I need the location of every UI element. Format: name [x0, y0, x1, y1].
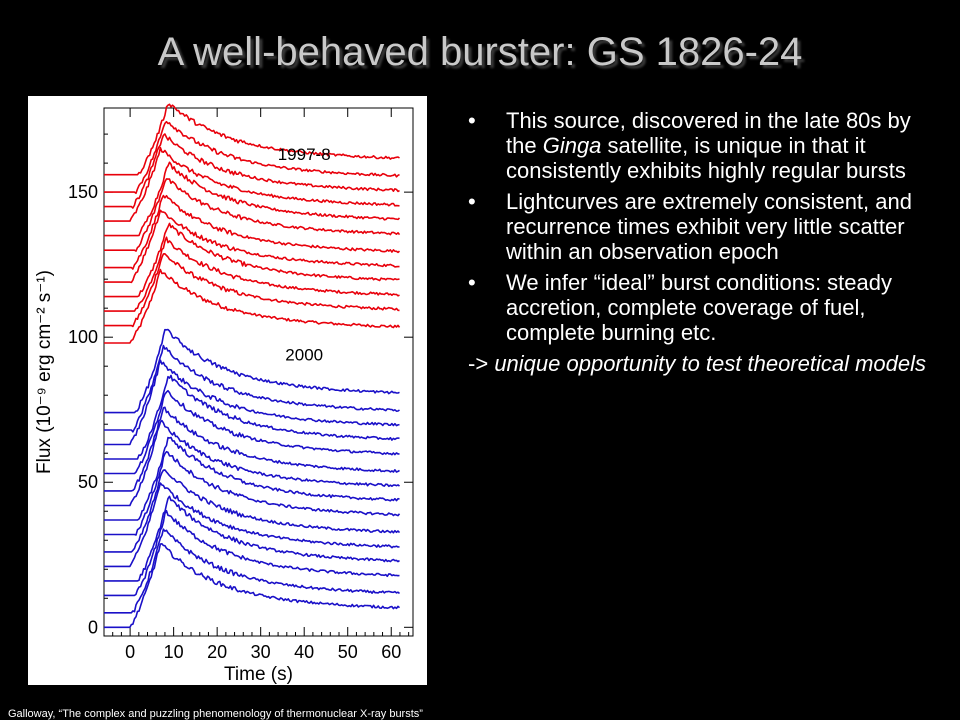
x-tick-label: 40 [294, 642, 314, 662]
lightcurve-line [104, 528, 401, 614]
x-tick-label: 30 [251, 642, 271, 662]
lightcurve-line [104, 194, 401, 270]
y-tick-label: 150 [68, 182, 98, 202]
y-tick-label: 0 [88, 617, 98, 637]
lightcurve-line [104, 328, 400, 414]
lightcurve-line [104, 209, 400, 284]
epoch-label: 2000 [285, 345, 323, 364]
lightcurve-chart: 0 10 20 30 40 50 60 0 50 100 150 Time (s) Flux (10⁻⁹… [28, 96, 427, 685]
x-axis-label: Time (s) [224, 664, 293, 685]
bullet-text-italic: Ginga [542, 133, 602, 158]
bullet-text-part: This source, discovered in the late 80s … [506, 108, 911, 158]
lightcurve-line [104, 268, 401, 344]
bullet-list: • This source, discovered in the late 80… [468, 108, 938, 376]
y-axis-label: Flux (10⁻⁹ erg cm⁻² s⁻¹) [34, 270, 55, 474]
conclusion-arrow: -> [468, 351, 489, 376]
bullet-text-part: We infer “ideal” burst conditions: stead… [506, 270, 892, 345]
slide-title: A well-behaved burster: GS 1826-24 [157, 30, 803, 74]
lightcurve-line [104, 436, 400, 521]
lightcurve-line [104, 509, 400, 597]
x-tick-label: 0 [125, 642, 135, 662]
bullet-dot: • [468, 270, 476, 295]
lightcurve-chart-svg: 0 10 20 30 40 50 60 0 50 100 150 Time (s) Flux (10⁻⁹… [34, 103, 414, 685]
bullet-item: • We infer “ideal” burst conditions: ste… [468, 270, 938, 345]
conclusion-text: unique opportunity to test theoretical m… [494, 351, 927, 376]
lightcurve-line [104, 482, 400, 568]
lightcurve-line [104, 236, 400, 312]
lightcurve-line [104, 222, 400, 298]
lightcurve-line [104, 344, 400, 433]
bullet-item: • Lightcurves are extremely consistent, … [468, 189, 938, 264]
lightcurve-line [104, 359, 400, 446]
lightcurve-line [104, 253, 400, 328]
lightcurve-line [104, 103, 400, 176]
bullet-text-part: Lightcurves are extremely consistent, an… [506, 189, 912, 264]
conclusion-line: -> unique opportunity to test theoretica… [468, 351, 938, 376]
lightcurve-line [104, 469, 401, 553]
epoch-label: 1997-8 [278, 145, 331, 164]
lightcurve-line [104, 450, 401, 536]
x-tick-label: 20 [207, 642, 227, 662]
x-tick-label: 50 [338, 642, 358, 662]
lightcurve-line [104, 146, 400, 222]
lightcurve-line [104, 543, 401, 629]
y-tick-label: 100 [68, 327, 98, 347]
lightcurve-line [104, 389, 400, 475]
bullet-item: • This source, discovered in the late 80… [468, 108, 938, 183]
lightcurve-line [104, 161, 401, 237]
y-tick-label: 50 [78, 472, 98, 492]
x-tick-label: 60 [381, 642, 401, 662]
plot-frame [103, 107, 414, 637]
bullet-text-part: satellite, is unique in that it consiste… [506, 133, 906, 183]
bullet-dot: • [468, 189, 476, 214]
lightcurve-line [104, 419, 400, 507]
bullet-dot: • [468, 108, 476, 133]
lightcurve-line [104, 374, 400, 460]
lightcurve-line [104, 133, 400, 209]
lightcurve-line [104, 178, 401, 252]
lightcurve-line [104, 406, 400, 492]
x-tick-label: 10 [164, 642, 184, 662]
lightcurve-line [104, 495, 400, 582]
footnote-citation: Galloway, “The complex and puzzling phen… [8, 708, 423, 720]
lightcurve-line [104, 120, 400, 195]
